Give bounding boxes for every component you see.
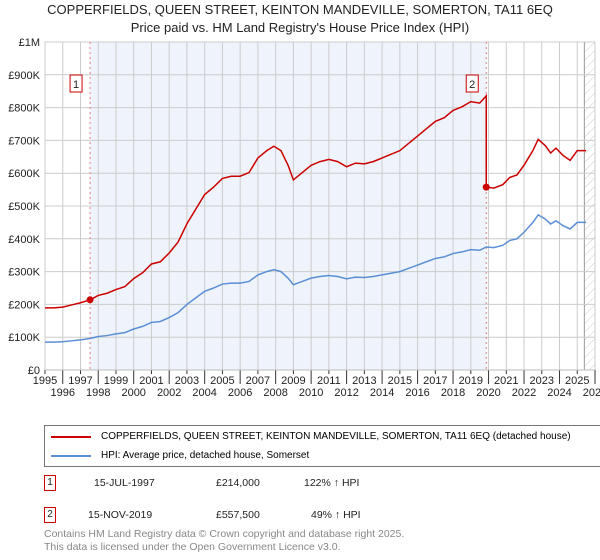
hpi-line [45, 213, 587, 343]
y-tick-label: £500K [8, 201, 40, 213]
x-tick-label: 2016 [405, 387, 429, 399]
y-tick-label: £700K [8, 135, 40, 147]
legend-label-property: COPPERFIELDS, QUEEN STREET, KEINTON MAND… [101, 431, 571, 442]
sale-price: £214,000 [216, 477, 260, 489]
legend-item-hpi: HPI: Average price, detached house, Some… [51, 450, 309, 462]
price-chart: 1995199619971998199920002001200220032004… [8, 37, 600, 399]
x-tick-label: 1998 [86, 387, 110, 399]
sale-date: 15-NOV-2019 [88, 509, 153, 521]
sale-point [482, 183, 490, 191]
x-tick-label: 1997 [68, 375, 92, 387]
x-tick-label: 1995 [33, 375, 57, 387]
x-tick-label: 2020 [476, 387, 500, 399]
sale-hpi-delta: 49% ↑ HPI [311, 509, 361, 521]
footer: Contains HM Land Registry data © Crown c… [44, 528, 404, 554]
y-tick-label: £400K [8, 234, 40, 246]
x-tick-label: 2012 [334, 387, 358, 399]
legend-swatch-hpi [51, 455, 91, 457]
x-tick-label: 2017 [423, 375, 447, 387]
x-tick-label: 2024 [547, 387, 571, 399]
x-tick-label: 2008 [263, 387, 287, 399]
x-tick-label: 1999 [104, 375, 128, 387]
sale-date: 15-JUL-1997 [94, 477, 155, 489]
x-tick-label: 2011 [317, 375, 341, 387]
x-tick-label: 2023 [530, 375, 554, 387]
sale-badge: 1 [44, 475, 56, 491]
legend-item-property: COPPERFIELDS, QUEEN STREET, KEINTON MAND… [51, 431, 571, 443]
x-tick-label: 2006 [228, 387, 252, 399]
sale-price: £557,500 [216, 509, 260, 521]
y-tick-label: £300K [8, 267, 40, 279]
x-tick-label: 1996 [50, 387, 74, 399]
x-tick-label: 2013 [352, 375, 376, 387]
legend-label-hpi: HPI: Average price, detached house, Some… [101, 450, 310, 461]
sale-label: 2 [469, 79, 475, 91]
x-tick-label: 2002 [157, 387, 181, 399]
property-line [45, 93, 587, 309]
y-tick-label: £900K [8, 70, 40, 82]
legend-swatch-property [51, 436, 91, 438]
sale-point [86, 296, 94, 304]
x-tick-label: 2019 [459, 375, 483, 387]
x-tick-label: 2022 [512, 387, 536, 399]
footer-licence: This data is licensed under the Open Gov… [44, 541, 341, 553]
x-tick-label: 2010 [299, 387, 323, 399]
table-row: 2 15-NOV-2019 £557,500 49% ↑ HPI [44, 507, 444, 525]
sale-label-box [69, 74, 83, 93]
y-tick-label: £600K [8, 168, 40, 180]
x-tick-label: 2001 [139, 375, 163, 387]
chart-title: COPPERFIELDS, QUEEN STREET, KEINTON MAND… [47, 2, 553, 17]
x-tick-label: 2026 [583, 387, 600, 399]
chart-subtitle: Price paid vs. HM Land Registry's House … [130, 20, 470, 35]
x-tick-label: 2014 [370, 387, 394, 399]
sale-badge: 2 [44, 507, 56, 523]
x-tick-label: 2025 [565, 375, 589, 387]
x-tick-label: 2021 [494, 375, 518, 387]
x-tick-label: 2000 [121, 387, 145, 399]
footer-copyright: Contains HM Land Registry data © Crown c… [44, 528, 405, 540]
y-tick-label: £200K [8, 299, 40, 311]
sale-label-box [465, 74, 479, 93]
y-tick-label: £100K [8, 332, 40, 344]
y-tick-label: £0 [28, 365, 40, 377]
x-tick-label: 2003 [175, 375, 199, 387]
table-row: 1 15-JUL-1997 £214,000 122% ↑ HPI [44, 475, 444, 493]
sale-hpi-delta: 122% ↑ HPI [304, 477, 360, 489]
y-tick-label: £1M [19, 37, 40, 49]
y-tick-label: £800K [8, 103, 40, 115]
sale-label: 1 [73, 79, 79, 91]
legend: COPPERFIELDS, QUEEN STREET, KEINTON MAND… [44, 425, 600, 467]
x-tick-label: 2009 [281, 375, 305, 387]
x-tick-label: 2007 [246, 375, 270, 387]
x-tick-label: 2015 [388, 375, 412, 387]
x-tick-label: 2004 [192, 387, 216, 399]
x-tick-label: 2005 [210, 375, 234, 387]
x-tick-label: 2018 [441, 387, 465, 399]
